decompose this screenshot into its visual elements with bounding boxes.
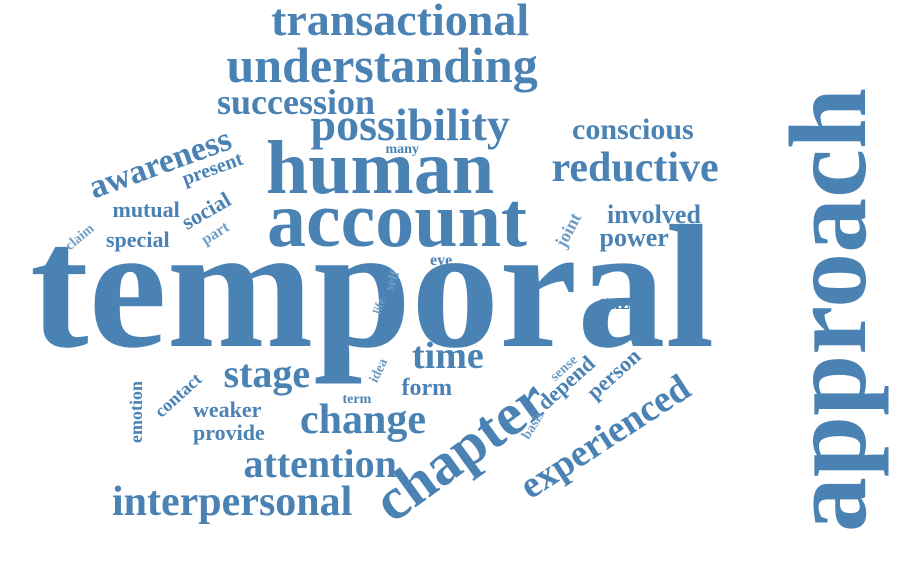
word-special: special: [106, 227, 170, 252]
word-interpersonal: interpersonal: [112, 479, 353, 525]
word-attention: attention: [243, 441, 397, 486]
word-mutual: mutual: [112, 197, 180, 222]
word-human: human: [266, 126, 495, 210]
word-eye: eye: [430, 252, 453, 269]
word-change: change: [300, 397, 426, 443]
word-form: form: [401, 375, 453, 401]
word-conscious: conscious: [572, 113, 694, 146]
word-reductive: reductive: [551, 145, 719, 191]
word-succession: succession: [217, 82, 376, 122]
word-understanding: understanding: [226, 37, 538, 93]
word-approach: approach: [767, 87, 890, 533]
word-gaze: gaze: [598, 289, 640, 314]
word-term: term: [342, 392, 372, 407]
word-power: power: [599, 223, 669, 252]
word-provide: provide: [193, 420, 265, 445]
word-many: many: [385, 142, 419, 157]
word-time: time: [412, 335, 484, 377]
word-weaker: weaker: [193, 397, 262, 422]
word-stage: stage: [223, 351, 311, 396]
word-account: account: [267, 176, 527, 263]
word-possibility: possibility: [310, 99, 510, 150]
word-emotion: emotion: [126, 381, 146, 443]
word-involved: involved: [607, 200, 701, 229]
word-temporal: temporal: [30, 190, 715, 385]
word-transactional: transactional: [271, 0, 530, 45]
